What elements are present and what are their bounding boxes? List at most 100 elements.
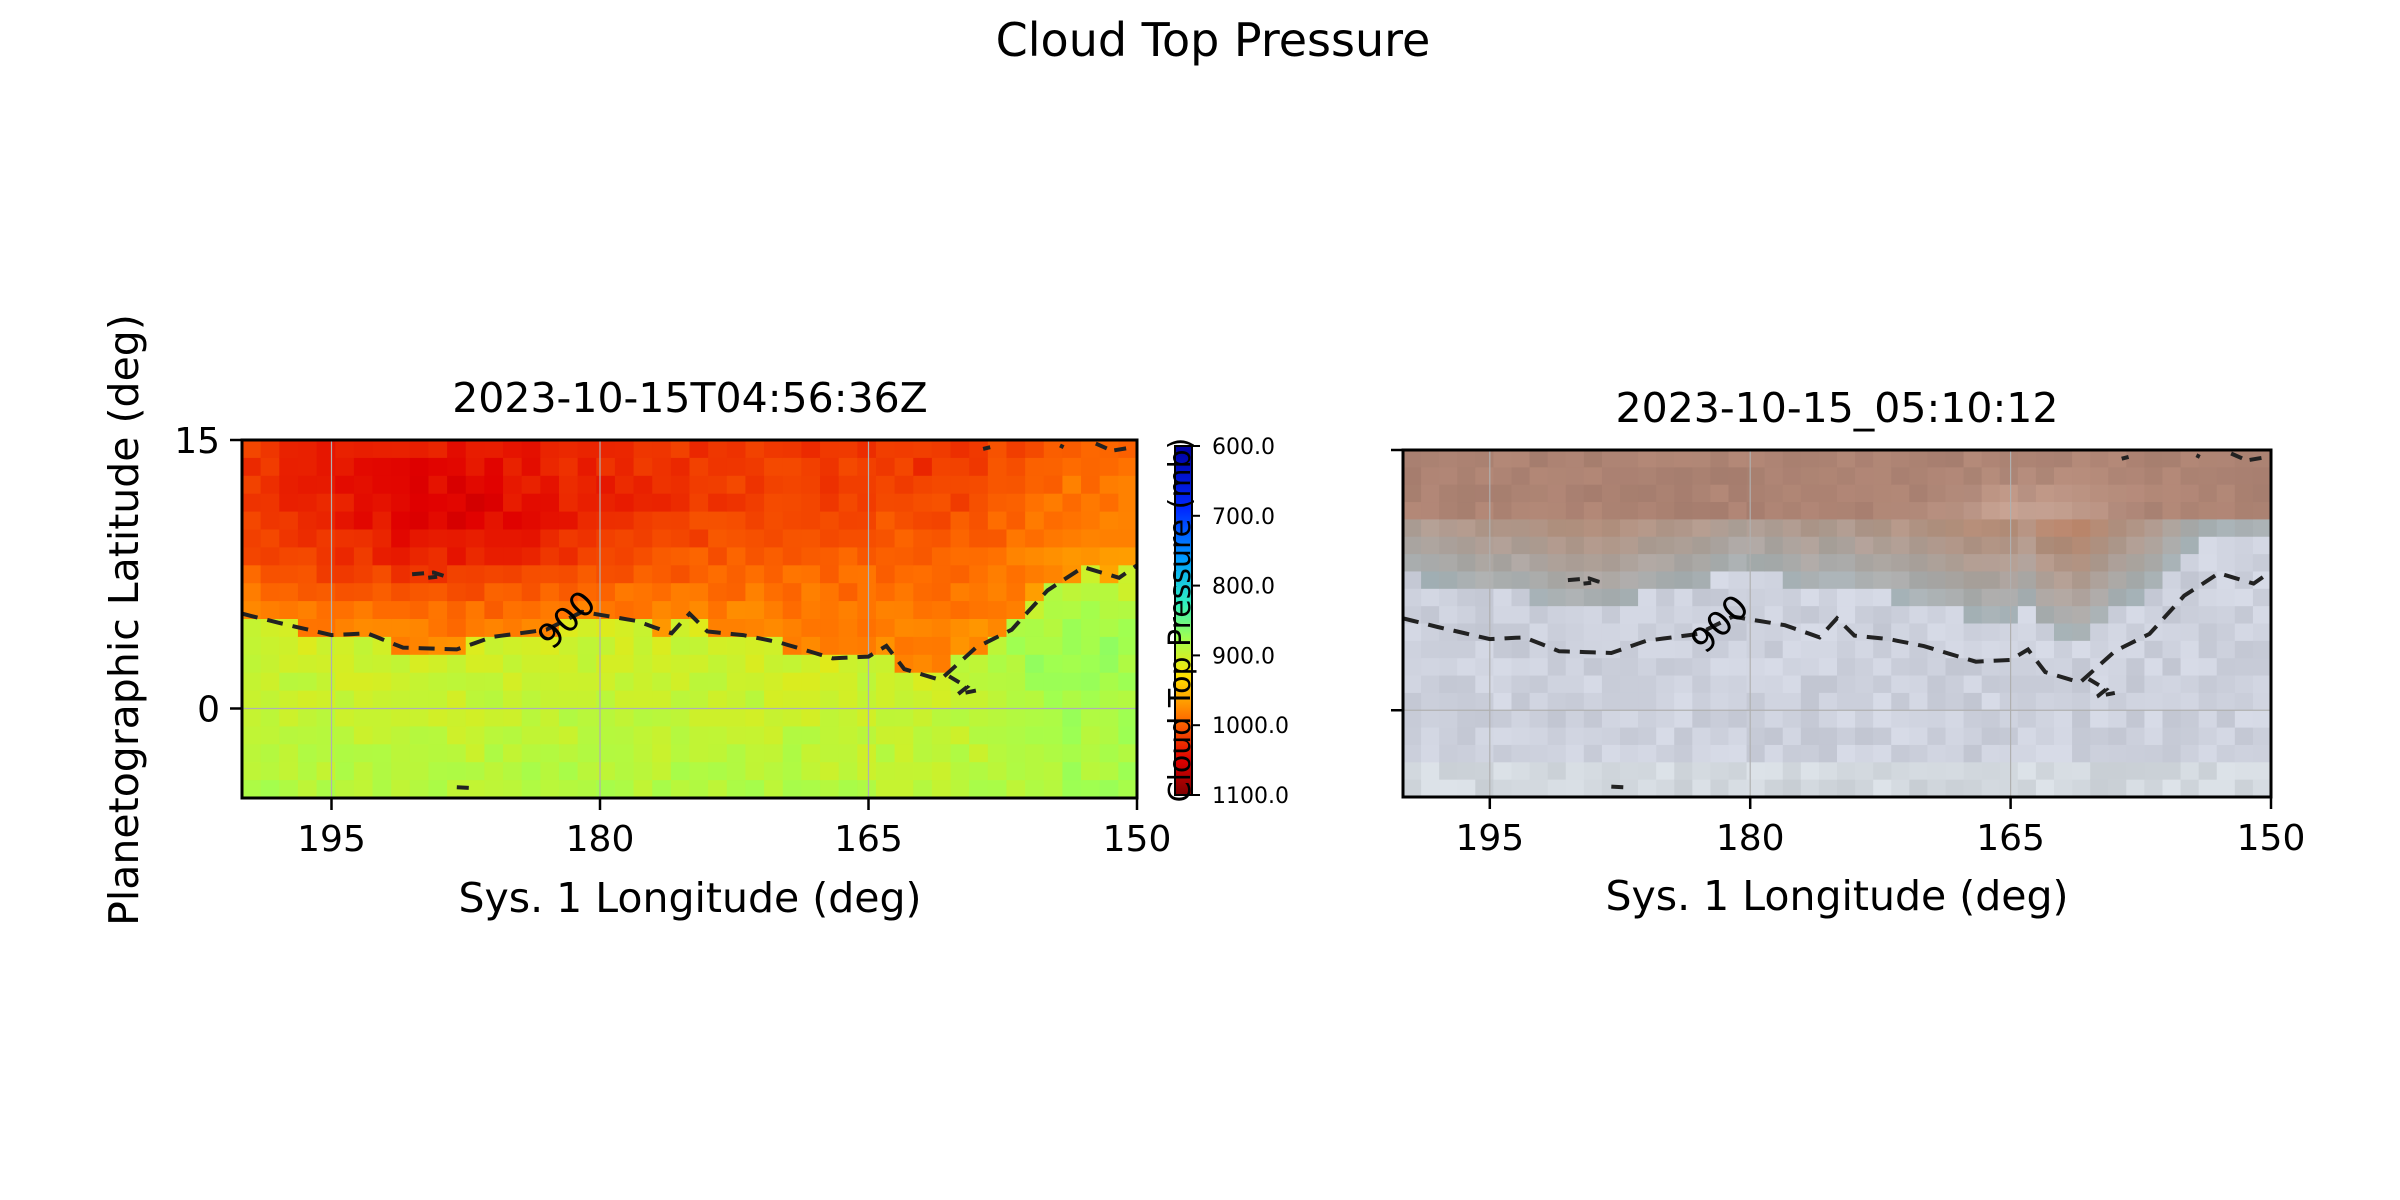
heatmap-cell — [596, 440, 616, 459]
heatmap-cell — [2234, 519, 2254, 538]
heatmap-cell — [2035, 606, 2055, 625]
heatmap-cell — [1728, 710, 1748, 729]
heatmap-cell — [1620, 710, 1639, 729]
heatmap-cell — [894, 601, 914, 620]
heatmap-cell — [1963, 640, 1983, 659]
heatmap-cell — [633, 690, 653, 710]
heatmap-cell — [1909, 779, 1929, 797]
heatmap-cell — [409, 690, 430, 710]
heatmap-cell — [484, 583, 504, 602]
heatmap-cell — [764, 726, 784, 745]
heatmap-cell — [503, 726, 523, 745]
heatmap-cell — [857, 601, 877, 620]
heatmap-cell — [1025, 636, 1045, 656]
heatmap-cell — [633, 654, 653, 674]
heatmap-cell — [689, 780, 709, 798]
heatmap-cell — [764, 440, 784, 459]
heatmap-cell — [2198, 692, 2218, 711]
heatmap-cell — [969, 654, 989, 674]
heatmap-cell — [447, 601, 467, 620]
heatmap-cell — [297, 690, 318, 710]
heatmap-cell — [950, 726, 970, 745]
heatmap-cell — [428, 511, 448, 531]
heatmap-cell — [950, 493, 970, 513]
heatmap-cell — [1638, 588, 1657, 607]
heatmap-cell — [1909, 467, 1929, 486]
heatmap-cell — [521, 440, 541, 459]
heatmap-cell — [2162, 450, 2182, 468]
heatmap-cell — [1638, 623, 1657, 642]
heatmap-cell — [242, 529, 262, 548]
heatmap-cell — [652, 636, 672, 656]
heatmap-cell — [1981, 554, 2001, 573]
heatmap-cell — [2090, 588, 2109, 607]
heatmap-cell — [1728, 762, 1748, 781]
heatmap-cell — [1118, 654, 1137, 674]
heatmap-cell — [708, 475, 728, 495]
heatmap-cell — [335, 511, 355, 531]
heatmap-cell — [1945, 536, 1965, 555]
heatmap-cell — [1511, 762, 1531, 781]
heatmap-cell — [1710, 571, 1730, 590]
heatmap-cell — [447, 654, 467, 674]
heatmap-cell — [279, 708, 299, 727]
heatmap-cell — [708, 440, 728, 459]
heatmap-cell — [1529, 606, 1549, 625]
panel-1-x-ticks: 195 180 165 150 — [297, 798, 1171, 860]
heatmap-cell — [353, 744, 374, 763]
heatmap-cell — [2252, 762, 2271, 781]
heatmap-cell — [1837, 554, 1856, 573]
heatmap-cell — [1963, 571, 1983, 590]
heatmap-cell — [1927, 727, 1947, 746]
heatmap-cell — [857, 744, 877, 763]
heatmap-cell — [484, 440, 504, 459]
heatmap-cell — [969, 511, 989, 531]
heatmap-cell — [409, 547, 430, 566]
heatmap-cell — [2198, 588, 2218, 607]
heatmap-cell — [1764, 536, 1784, 555]
heatmap-cell — [614, 654, 635, 674]
heatmap-cell — [820, 708, 840, 727]
heatmap-cell — [1081, 493, 1101, 513]
heatmap-cell — [931, 726, 952, 745]
heatmap-cell — [2072, 554, 2091, 573]
heatmap-cell — [2162, 762, 2182, 781]
heatmap-cell — [521, 726, 541, 745]
contour-fragment — [948, 674, 977, 697]
heatmap-cell — [1547, 588, 1567, 607]
heatmap-cell — [2017, 519, 2037, 538]
heatmap-cell — [335, 690, 355, 710]
heatmap-cell — [1099, 726, 1119, 745]
heatmap-cell — [782, 601, 802, 620]
heatmap-cell — [1062, 654, 1082, 674]
heatmap-cell — [2054, 571, 2073, 590]
heatmap-cell — [1565, 623, 1585, 642]
heatmap-cell — [1565, 727, 1585, 746]
heatmap-cell — [2017, 623, 2037, 642]
heatmap-cell — [1855, 744, 1874, 763]
heatmap-cell — [652, 511, 672, 531]
heatmap-cell — [801, 708, 821, 727]
heatmap-cell — [428, 493, 448, 513]
heatmap-cell — [670, 511, 691, 531]
heatmap-cell — [465, 440, 485, 459]
heatmap-cell — [745, 636, 765, 656]
heatmap-cell — [2216, 640, 2236, 659]
heatmap-cell — [913, 744, 933, 763]
heatmap-cell — [1601, 762, 1621, 781]
heatmap-cell — [1457, 606, 1476, 625]
heatmap-cell — [1547, 484, 1567, 503]
heatmap-cell — [708, 601, 728, 620]
heatmap-cell — [577, 762, 597, 781]
heatmap-cell — [1062, 511, 1082, 531]
heatmap-cell — [1818, 658, 1838, 677]
heatmap-cell — [2162, 640, 2182, 659]
heatmap-cell — [745, 493, 765, 513]
heatmap-cell — [1963, 588, 1983, 607]
heatmap-cell — [1511, 675, 1531, 694]
heatmap-cell — [335, 726, 355, 745]
heatmap-cell — [484, 744, 504, 763]
heatmap-cell — [1764, 779, 1784, 797]
heatmap-cell — [1999, 710, 2019, 729]
heatmap-cell — [2126, 675, 2146, 694]
